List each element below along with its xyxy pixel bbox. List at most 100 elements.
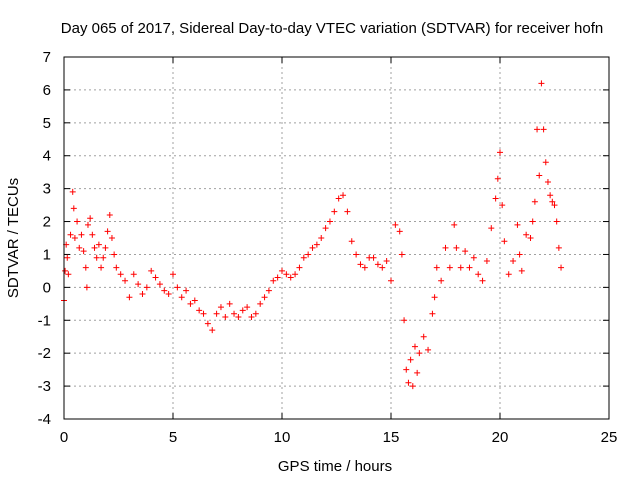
data-point: [398, 251, 405, 258]
data-point: [462, 248, 469, 255]
data-point: [420, 333, 427, 340]
data-point: [117, 271, 124, 278]
data-point: [191, 297, 198, 304]
data-point: [165, 290, 172, 297]
data-point: [483, 258, 490, 265]
data-point: [446, 264, 453, 271]
data-point: [67, 231, 74, 238]
data-point: [401, 317, 408, 324]
data-point: [122, 277, 129, 284]
data-point: [217, 304, 224, 311]
data-point: [274, 274, 281, 281]
data-point: [492, 195, 499, 202]
axis-ticks: [63, 56, 610, 420]
data-point: [100, 254, 107, 261]
data-point: [335, 195, 342, 202]
data-point: [178, 294, 185, 301]
data-point: [287, 274, 294, 281]
data-point: [139, 290, 146, 297]
data-point: [544, 179, 551, 186]
data-point: [93, 254, 100, 261]
plot-frame: [63, 56, 610, 420]
x-tick-label: 25: [601, 429, 618, 446]
y-tick-label: 5: [43, 115, 51, 132]
y-tick-label: 3: [43, 181, 51, 198]
data-point: [76, 244, 83, 251]
data-point: [257, 300, 264, 307]
data-point: [292, 271, 299, 278]
data-point: [558, 264, 565, 271]
data-point: [102, 244, 109, 251]
chart-title: Day 065 of 2017, Sidereal Day-to-day VTE…: [61, 20, 603, 37]
data-point: [156, 281, 163, 288]
data-point: [80, 248, 87, 255]
data-point: [283, 271, 290, 278]
y-tick-label: 0: [43, 279, 51, 296]
data-point: [488, 225, 495, 232]
data-point: [279, 267, 285, 274]
data-point: [84, 221, 91, 228]
data-point: [547, 192, 554, 199]
data-point: [113, 264, 120, 271]
data-point: [494, 175, 501, 182]
data-point: [148, 267, 155, 274]
grid-lines: [64, 57, 609, 419]
x-axis-label: GPS time / hours: [278, 458, 392, 475]
data-point: [318, 235, 325, 241]
y-axis-label: SDTVAR / TECUs: [5, 178, 22, 298]
data-point: [466, 264, 473, 271]
data-point: [106, 211, 113, 218]
data-point: [357, 261, 364, 268]
data-point: [135, 281, 142, 288]
data-point: [126, 294, 133, 301]
y-tick-label: -4: [38, 411, 51, 428]
data-point: [379, 264, 386, 271]
y-tick-label: -2: [38, 345, 51, 362]
y-tick-label: -3: [38, 378, 51, 395]
data-point: [244, 304, 251, 311]
data-point: [111, 251, 118, 258]
data-point: [305, 251, 312, 258]
data-point: [98, 264, 105, 271]
data-point: [226, 300, 233, 307]
data-point: [74, 218, 81, 225]
data-point: [170, 271, 176, 278]
data-point: [87, 215, 94, 222]
data-point: [322, 225, 329, 232]
data-point: [143, 284, 150, 291]
x-tick-label: 5: [169, 429, 177, 446]
data-point: [152, 274, 159, 281]
data-point: [108, 235, 115, 241]
data-point: [438, 277, 445, 284]
data-point: [331, 208, 338, 215]
data-point: [69, 188, 76, 195]
data-point: [497, 149, 503, 156]
data-point: [553, 218, 560, 225]
data-points: [61, 80, 565, 390]
data-point: [71, 235, 78, 241]
data-point: [309, 244, 316, 251]
data-point: [516, 251, 523, 258]
data-point: [549, 198, 556, 205]
data-point: [200, 310, 207, 317]
y-tick-labels: -4 -3 -2 -1 0 1 2 3 4 5 6 7: [38, 49, 51, 428]
data-point: [270, 277, 277, 284]
data-point: [429, 310, 436, 317]
data-point: [348, 238, 355, 245]
data-point: [416, 350, 423, 357]
data-point: [130, 271, 137, 278]
data-point: [83, 284, 90, 291]
x-tick-label: 20: [492, 429, 509, 446]
data-point: [534, 126, 541, 133]
data-point: [344, 208, 351, 215]
data-point: [538, 80, 545, 87]
y-tick-label: 1: [43, 246, 51, 263]
data-point: [457, 264, 464, 271]
data-point: [204, 320, 211, 327]
data-point: [505, 271, 512, 278]
data-point: [396, 228, 403, 235]
data-point: [540, 126, 547, 133]
data-point: [442, 244, 449, 251]
data-point: [527, 235, 534, 241]
data-point: [64, 254, 71, 261]
